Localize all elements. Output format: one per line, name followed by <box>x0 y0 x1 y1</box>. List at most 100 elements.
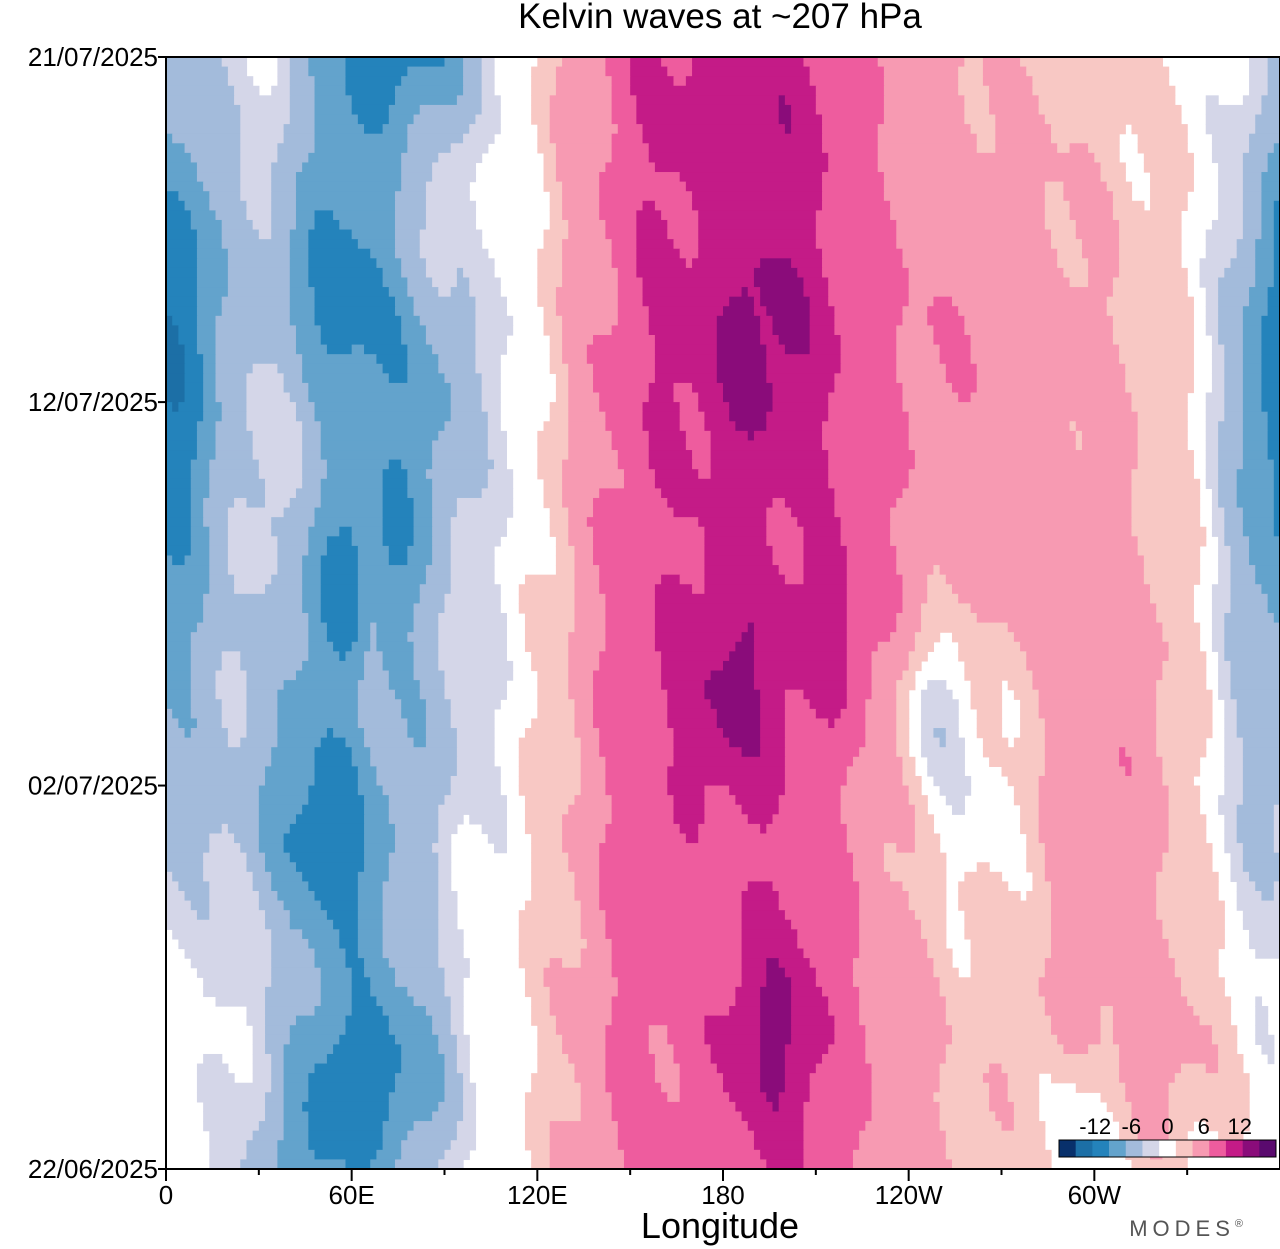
contour-cell <box>723 306 755 317</box>
contour-cell <box>933 296 953 307</box>
contour-cell <box>1205 287 1219 298</box>
contour-cell <box>196 440 217 451</box>
contour-cell <box>1051 948 1170 959</box>
contour-cell <box>1032 85 1176 96</box>
contour-cell <box>1211 335 1219 346</box>
contour-cell <box>939 737 947 748</box>
contour-cell <box>593 363 656 374</box>
contour-cell <box>1051 124 1126 135</box>
contour-cell <box>1211 373 1225 384</box>
contour-cell <box>450 574 495 585</box>
contour-cell <box>1267 1053 1275 1065</box>
contour-cell <box>166 641 192 652</box>
contour-cell <box>605 766 668 777</box>
contour-cell <box>908 277 1071 288</box>
contour-cell <box>964 114 996 125</box>
contour-cell <box>1168 823 1207 835</box>
contour-cell <box>166 689 192 700</box>
contour-cell <box>302 929 340 940</box>
contour-cell <box>227 517 272 528</box>
contour-cell <box>1119 1130 1139 1141</box>
contour-cell <box>326 622 359 633</box>
contour-cell <box>271 871 303 883</box>
contour-cell <box>685 440 712 451</box>
contour-cell <box>543 172 557 183</box>
contour-cell <box>568 450 619 461</box>
contour-cell <box>320 977 353 988</box>
contour-cell <box>196 1063 229 1074</box>
contour-cell <box>549 363 569 374</box>
contour-cell <box>166 670 192 681</box>
contour-cell <box>921 929 947 940</box>
contour-cell <box>196 910 210 921</box>
contour-cell <box>562 1044 607 1055</box>
contour-cell <box>896 335 935 346</box>
contour-cell <box>741 287 749 298</box>
contour-cell <box>784 775 848 787</box>
contour-cell <box>1100 1006 1114 1017</box>
contour-cell <box>1199 277 1219 288</box>
contour-cell <box>277 718 359 729</box>
contour-cell <box>710 670 755 681</box>
contour-cell <box>190 517 204 528</box>
contour-cell <box>1119 756 1133 767</box>
contour-cell <box>209 555 229 566</box>
contour-cell <box>326 728 334 739</box>
contour-cell <box>1242 795 1280 806</box>
contour-cell <box>834 507 891 518</box>
contour-cell <box>642 296 730 307</box>
contour-cell <box>1069 421 1077 432</box>
contour-cell <box>537 133 551 144</box>
contour-cell <box>357 775 378 787</box>
contour-cell <box>450 402 483 413</box>
contour-cell <box>1156 728 1213 739</box>
contour-cell <box>394 1082 446 1093</box>
contour-cell <box>1273 613 1280 624</box>
contour-cell <box>599 891 743 902</box>
contour-cell <box>865 728 897 739</box>
contour-cell <box>382 1121 415 1132</box>
contour-cell <box>1249 536 1280 547</box>
contour-cell <box>747 1121 805 1132</box>
contour-cell <box>797 267 823 279</box>
contour-cell <box>1273 478 1280 489</box>
contour-cell <box>314 143 408 154</box>
contour-cell <box>444 795 507 806</box>
contour-cell <box>1261 210 1275 221</box>
contour-cell <box>438 958 470 969</box>
contour-cell <box>184 891 210 902</box>
contour-cell <box>1038 775 1164 787</box>
contour-cell <box>766 517 798 528</box>
contour-cell <box>1069 277 1089 288</box>
contour-cell <box>927 315 965 327</box>
contour-cell <box>419 104 483 116</box>
contour-cell <box>1205 1063 1219 1074</box>
contour-cell <box>902 766 916 777</box>
contour-cell <box>209 488 266 499</box>
contour-cell <box>828 459 916 470</box>
contour-cell <box>1162 632 1201 643</box>
contour-cell <box>617 1140 755 1151</box>
contour-cell <box>364 124 384 135</box>
contour-cell <box>803 1121 866 1132</box>
contour-cell <box>289 57 309 68</box>
contour-cell <box>166 507 192 518</box>
contour-cell <box>543 152 557 164</box>
contour-cell <box>840 785 910 796</box>
contour-cell <box>803 689 848 700</box>
contour-cell <box>1273 823 1280 835</box>
contour-cell <box>407 143 452 154</box>
contour-cell <box>760 823 767 835</box>
contour-cell <box>741 891 780 902</box>
contour-cell <box>394 95 458 106</box>
contour-cell <box>803 1159 854 1169</box>
contour-cell <box>283 900 322 911</box>
contour-cell <box>846 843 885 854</box>
contour-cell <box>326 632 359 643</box>
contour-cell <box>778 1101 805 1113</box>
contour-cell <box>1211 219 1244 231</box>
contour-cell <box>364 967 396 978</box>
contour-cell <box>958 306 1108 317</box>
contour-cell <box>190 219 223 231</box>
contour-cell <box>456 1053 470 1065</box>
